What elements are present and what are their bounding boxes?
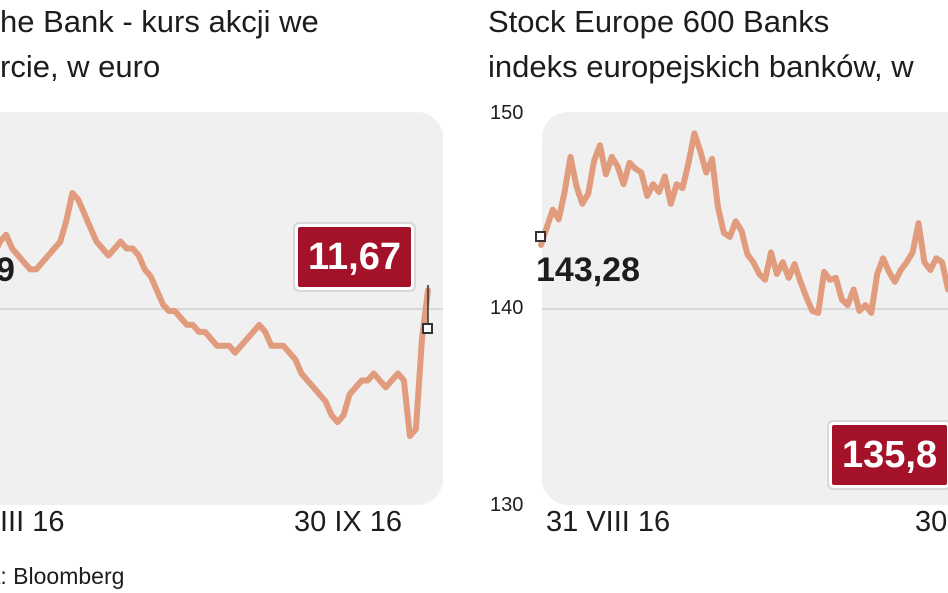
left-end-value-badge: 11,67 (298, 227, 411, 287)
right-ytick-130: 130 (490, 494, 524, 516)
right-end-value-badge: 135,8 (832, 425, 948, 485)
left-chart-subtitle: rcie, w euro (0, 49, 161, 84)
right-x-label-end: 30 (915, 506, 948, 538)
right-chart-title: Stock Europe 600 Banks (488, 4, 830, 39)
source-note: t: Bloomberg (0, 563, 125, 589)
right-chart-subtitle: indeks europejskich banków, w (488, 49, 914, 84)
left-series-line (0, 190, 431, 439)
right-ytick-150: 150 (490, 102, 524, 124)
left-x-label-start: III 16 (0, 506, 65, 538)
right-series-line (538, 130, 948, 316)
right-start-value: 143,28 (536, 251, 640, 289)
left-start-value: 9 (0, 251, 15, 289)
right-ytick-140: 140 (490, 297, 524, 319)
left-x-label-end: 30 IX 16 (294, 506, 403, 538)
left-chart-title: he Bank - kurs akcji we (0, 4, 319, 39)
right-x-label-start: 31 VIII 16 (546, 506, 671, 538)
left-end-marker (422, 323, 433, 334)
right-start-marker (535, 231, 546, 242)
